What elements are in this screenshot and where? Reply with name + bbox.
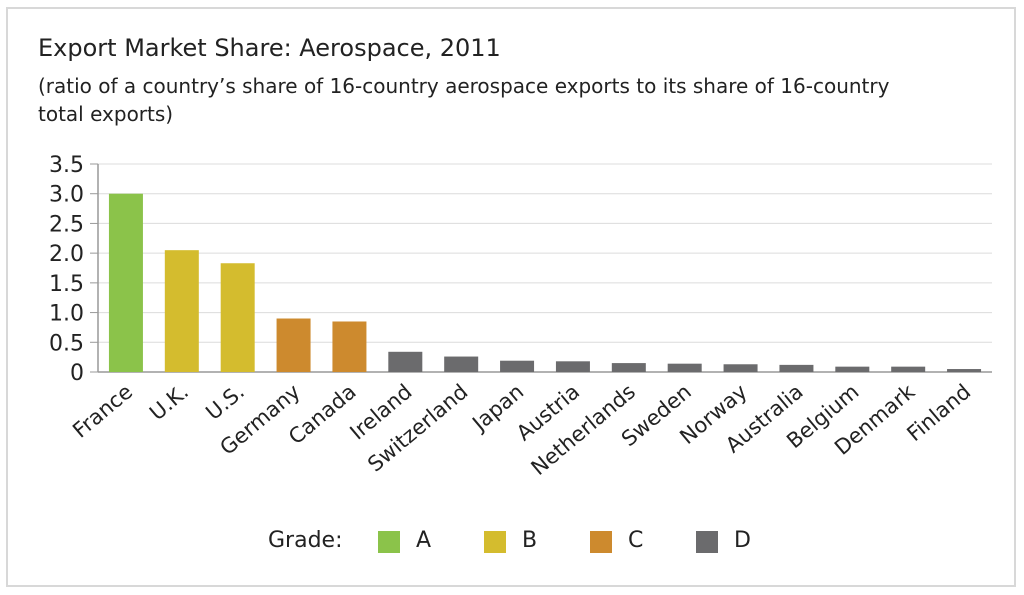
legend-title: Grade: bbox=[268, 528, 343, 553]
bar bbox=[891, 366, 926, 372]
legend-label-d: D bbox=[734, 528, 751, 553]
x-tick-label: U.K. bbox=[145, 379, 193, 425]
legend-label-b: B bbox=[522, 528, 538, 553]
bar bbox=[276, 318, 311, 372]
bar bbox=[108, 193, 143, 372]
legend-swatch-b bbox=[484, 531, 506, 553]
x-tick-label: France bbox=[68, 379, 137, 442]
y-tick-label: 2.0 bbox=[49, 242, 84, 267]
legend-swatch-d bbox=[696, 531, 718, 553]
bar bbox=[444, 356, 479, 372]
chart-subtitle: (ratio of a country’s share of 16-countr… bbox=[38, 74, 890, 126]
y-tick-label: 3.5 bbox=[49, 153, 84, 178]
legend-swatch-a bbox=[378, 531, 400, 553]
bar bbox=[500, 360, 535, 372]
x-tick-label: U.S. bbox=[201, 379, 249, 424]
bar bbox=[388, 351, 423, 372]
bar bbox=[779, 364, 814, 372]
legend-label-c: C bbox=[628, 528, 644, 553]
bar bbox=[835, 366, 870, 372]
y-tick-label: 1.5 bbox=[49, 272, 84, 297]
bar bbox=[611, 363, 646, 372]
y-tick-label: 3.0 bbox=[49, 183, 84, 208]
y-tick-label: 0 bbox=[70, 361, 84, 386]
bar bbox=[220, 263, 255, 372]
y-tick-label: 2.5 bbox=[49, 212, 84, 237]
chart-title: Export Market Share: Aerospace, 2011 bbox=[38, 34, 501, 62]
bar bbox=[332, 321, 367, 372]
bar bbox=[164, 250, 199, 372]
legend-label-a: A bbox=[416, 528, 432, 553]
bar bbox=[555, 361, 590, 372]
y-tick-label: 0.5 bbox=[49, 331, 84, 356]
bar bbox=[723, 364, 758, 372]
legend-swatch-c bbox=[590, 531, 612, 553]
bar bbox=[947, 369, 982, 372]
y-tick-label: 1.0 bbox=[49, 302, 84, 327]
bar bbox=[667, 363, 702, 372]
x-tick-label: Finland bbox=[902, 379, 975, 446]
